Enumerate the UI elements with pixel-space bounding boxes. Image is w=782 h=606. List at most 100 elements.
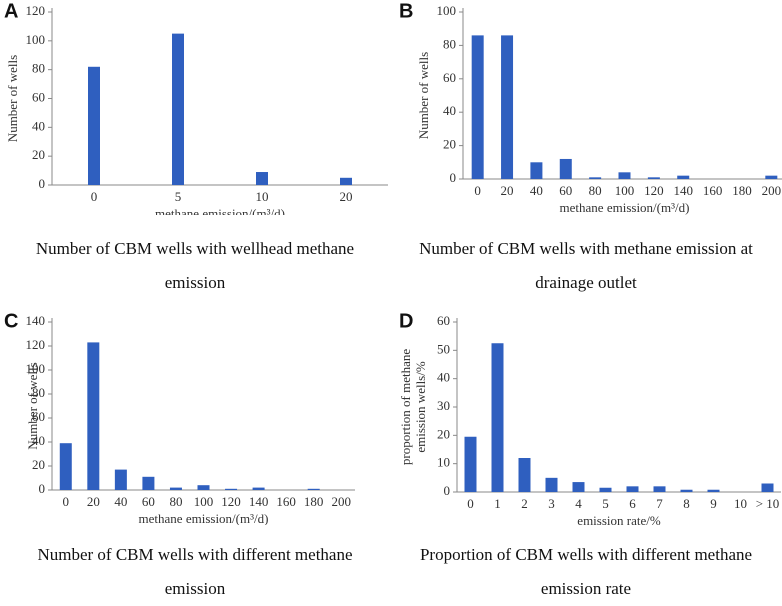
x-tick-label: 5 (175, 189, 182, 204)
caption: Number of CBM wells with different metha… (37, 545, 353, 598)
bar (530, 162, 543, 179)
bar (599, 487, 612, 492)
bar (340, 177, 352, 185)
x-tick-label: 180 (732, 183, 752, 198)
y-axis-label: Number of wells (25, 362, 40, 449)
x-tick-label: 3 (548, 496, 555, 511)
x-tick-label: 200 (762, 183, 782, 198)
bar (501, 35, 514, 179)
x-axis-label: methane emission/(m³/d) (139, 511, 269, 525)
bar (197, 485, 210, 490)
bar (680, 489, 693, 492)
caption: Number of CBM wells with wellhead methan… (35, 239, 355, 292)
x-tick-label: 180 (304, 494, 324, 509)
y-tick-label: 30 (437, 398, 450, 413)
y-tick-label: 0 (444, 483, 451, 498)
bar (761, 483, 774, 492)
y-tick-label: 60 (443, 70, 456, 85)
y-tick-label: 20 (32, 457, 45, 472)
y-tick-label: 20 (443, 137, 456, 152)
y-axis-label: emission wells/% (413, 361, 428, 453)
y-tick-label: 40 (443, 103, 456, 118)
caption: Proportion of CBM wells with different m… (419, 545, 753, 598)
panel-label: D (399, 310, 413, 332)
y-tick-label: 20 (437, 426, 450, 441)
bar-chart: C 0 20 40 60 80 100 120 140 0 20 40 60 80 100 120 140 160… (4, 310, 355, 525)
x-tick-label: 10 (256, 189, 269, 204)
x-tick-label: 100 (194, 494, 214, 509)
y-tick-label: 40 (32, 118, 45, 133)
bar (471, 35, 484, 179)
bar-chart: A 0 20 40 60 80 100 120 0 5 10 20 methane emission/(… (4, 0, 388, 215)
y-tick-label: 20 (32, 147, 45, 162)
bar (256, 172, 268, 185)
y-tick-label: 40 (437, 370, 450, 385)
x-tick-label: 0 (63, 494, 70, 509)
x-tick-label: 6 (629, 496, 636, 511)
bar (88, 66, 100, 185)
bar (114, 469, 127, 490)
bar (572, 482, 585, 492)
bar (765, 175, 778, 179)
x-tick-label: 7 (656, 496, 663, 511)
x-tick-label: 60 (559, 183, 572, 198)
y-tick-label: 80 (443, 36, 456, 51)
x-tick-label: 140 (673, 183, 693, 198)
bar (59, 443, 72, 490)
panel-label: C (4, 310, 18, 332)
x-tick-label: 160 (276, 494, 296, 509)
x-tick-label: 20 (501, 183, 514, 198)
x-tick-label: 20 (340, 189, 353, 204)
y-tick-label: 60 (32, 409, 45, 424)
y-tick-label: 0 (39, 176, 46, 191)
bar (626, 486, 639, 492)
y-tick-label: 0 (39, 481, 46, 496)
bar (491, 343, 504, 492)
y-tick-label: 10 (437, 455, 450, 470)
x-tick-label: 8 (683, 496, 690, 511)
x-tick-label: 10 (734, 496, 747, 511)
bar (169, 487, 182, 490)
bar (87, 342, 100, 490)
caption: Number of CBM wells with methane emissio… (419, 239, 753, 292)
y-tick-label: 140 (26, 313, 46, 328)
y-axis-label: proportion of methane (398, 349, 413, 465)
bar (464, 436, 477, 492)
bar (545, 477, 558, 492)
y-tick-label: 60 (32, 89, 45, 104)
bar (142, 476, 155, 490)
x-tick-label: 80 (169, 494, 182, 509)
y-tick-label: 120 (26, 3, 46, 18)
bar-chart: B 0 20 40 60 80 100 0 20 40 60 80 100 120 140 160 180 200… (399, 0, 782, 215)
bar (618, 172, 631, 179)
x-tick-label: 1 (494, 496, 501, 511)
x-tick-label: 40 (114, 494, 127, 509)
y-tick-label: 60 (437, 313, 450, 328)
y-axis-label: Number of wells (416, 52, 431, 139)
x-tick-label: > 10 (756, 496, 780, 511)
x-tick-label: 2 (521, 496, 528, 511)
bar (559, 158, 572, 179)
y-axis-label: Number of wells (5, 55, 20, 142)
bar (707, 489, 720, 492)
x-tick-label: 160 (703, 183, 723, 198)
x-tick-label: 5 (602, 496, 609, 511)
x-tick-label: 140 (249, 494, 269, 509)
y-tick-label: 0 (450, 170, 457, 185)
x-tick-label: 60 (142, 494, 155, 509)
x-tick-label: 200 (331, 494, 351, 509)
y-tick-label: 40 (32, 433, 45, 448)
x-tick-label: 80 (589, 183, 602, 198)
x-axis-label: emission rate/% (577, 513, 661, 525)
y-tick-label: 100 (26, 32, 46, 47)
panel-label: A (4, 0, 18, 22)
bar (172, 33, 184, 185)
bar (677, 175, 690, 179)
bar (647, 177, 660, 179)
x-tick-label: 120 (644, 183, 664, 198)
x-tick-label: 9 (710, 496, 717, 511)
panel-label: B (399, 0, 413, 22)
y-tick-label: 100 (26, 361, 46, 376)
bar-chart: D 0 10 20 30 40 50 60 0 1 2 3 4 5 6 7 8 9 10 > 10 emission r… (398, 310, 781, 525)
